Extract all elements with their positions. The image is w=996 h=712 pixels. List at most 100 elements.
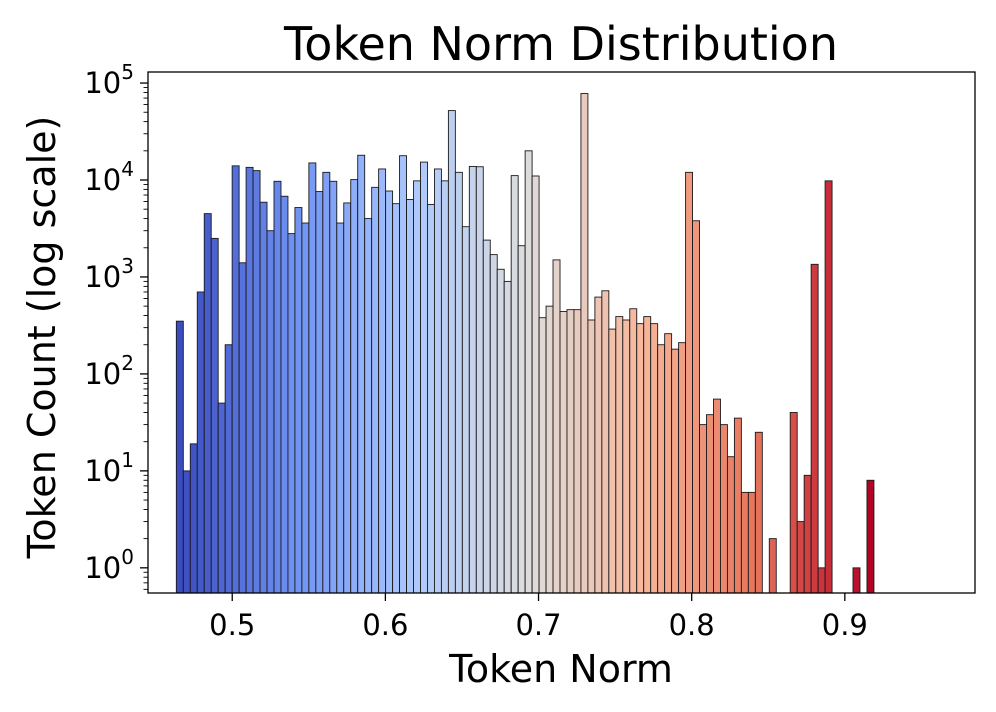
histogram-bar [733, 417, 742, 594]
histogram-bar [629, 308, 638, 594]
histogram-bar [615, 316, 624, 594]
histogram-bar [552, 259, 561, 594]
histogram-bar [726, 456, 735, 594]
histogram-bar [203, 213, 212, 594]
histogram-bar [427, 203, 435, 594]
histogram-bar [706, 414, 714, 594]
histogram-bar [817, 567, 826, 594]
histogram-bar [378, 168, 387, 594]
histogram-bar [392, 203, 401, 594]
chart-title: Token Norm Distribution [283, 17, 838, 71]
histogram-bar [601, 290, 610, 594]
histogram-bar [713, 398, 721, 594]
histogram-bar [587, 319, 596, 594]
histogram-bar [573, 309, 582, 594]
histogram-bar [803, 474, 812, 594]
x-tick-label: 0.6 [362, 608, 408, 642]
histogram-bars [175, 93, 875, 594]
histogram-bar [566, 309, 575, 594]
x-tick-label: 0.8 [669, 608, 715, 642]
histogram-bar [287, 233, 296, 594]
histogram-bar [559, 311, 568, 594]
histogram-bar [531, 175, 540, 594]
histogram-bar [385, 190, 394, 594]
x-axis-label: Token Norm [448, 647, 673, 691]
histogram-bar [245, 166, 254, 594]
y-tick-label: 103 [84, 254, 134, 294]
x-axis: 0.5 0.6 0.7 0.8 0.9 [209, 593, 868, 642]
histogram-bar [238, 262, 247, 594]
y-tick-label: 104 [84, 157, 134, 197]
histogram-bar [259, 201, 268, 594]
y-axis: 100 101 102 103 104 105 [84, 60, 148, 590]
histogram-bar [824, 180, 833, 594]
histogram-bar [747, 491, 756, 594]
histogram-bar [489, 254, 498, 594]
histogram-bar [866, 479, 875, 594]
histogram-bar [468, 165, 477, 594]
histogram-bar [740, 491, 749, 594]
histogram-bar [650, 323, 659, 594]
histogram-bar [301, 222, 310, 594]
y-tick-label: 101 [84, 448, 134, 488]
histogram-bar [399, 155, 407, 594]
histogram-bar [182, 470, 191, 594]
histogram-bar [475, 166, 484, 594]
histogram-bar [189, 443, 198, 594]
histogram-bar [538, 317, 547, 594]
histogram-bar [343, 202, 352, 594]
histogram-bar [280, 195, 289, 594]
x-tick-label: 0.5 [209, 608, 255, 642]
histogram-bar [789, 412, 798, 594]
histogram-bar [503, 280, 512, 594]
histogram-bar [364, 218, 373, 594]
histogram-bar [420, 161, 428, 594]
histogram-bar [322, 171, 331, 594]
histogram-bar [545, 305, 554, 594]
histogram-bar [440, 180, 449, 594]
histogram-bar [447, 110, 456, 594]
histogram-bar [692, 220, 700, 594]
y-tick-label: 105 [84, 60, 134, 100]
histogram-bar [580, 93, 589, 594]
histogram-bar [608, 328, 617, 594]
histogram-bar [273, 180, 282, 594]
histogram-bar [754, 431, 763, 594]
histogram-bar [357, 154, 366, 594]
histogram-bar [496, 268, 505, 594]
x-tick-label: 0.7 [515, 608, 561, 642]
histogram-bar [217, 402, 226, 594]
histogram-bar [768, 538, 777, 594]
histogram-bar [685, 171, 694, 594]
histogram-bar [433, 168, 442, 594]
histogram-bar [231, 165, 240, 594]
histogram-bar [482, 239, 491, 594]
histogram-bar [315, 191, 324, 594]
histogram-bar [796, 521, 805, 594]
histogram-bar [224, 344, 233, 594]
x-tick-label: 0.9 [822, 608, 868, 642]
histogram-bar [252, 170, 261, 594]
histogram-bar [671, 348, 680, 594]
histogram-bar [699, 424, 707, 594]
histogram-bar [636, 323, 645, 594]
histogram-bar [406, 199, 414, 594]
histogram-bar [524, 150, 533, 594]
histogram-bar [350, 179, 359, 594]
histogram-bar [196, 291, 205, 594]
histogram-bar [664, 333, 673, 594]
histogram-bar [678, 342, 687, 594]
plot-frame [147, 71, 976, 594]
histogram-bar [329, 180, 338, 594]
histogram-bar [294, 207, 303, 594]
histogram-bar [454, 171, 463, 594]
y-tick-label: 102 [84, 351, 134, 391]
histogram-bar [336, 222, 345, 594]
histogram-bar [266, 230, 275, 594]
histogram-bar [413, 180, 421, 594]
histogram-bar [720, 424, 728, 594]
histogram-bar [517, 245, 526, 594]
histogram-bar [308, 162, 317, 594]
histogram-bar [622, 319, 631, 594]
histogram-bar [594, 296, 603, 594]
